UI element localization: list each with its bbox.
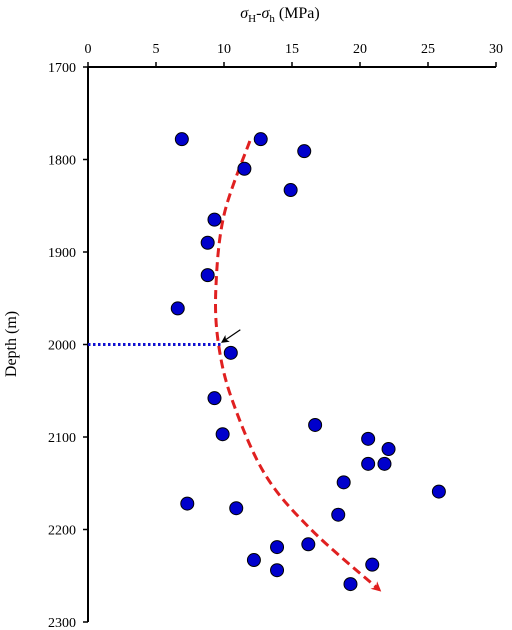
data-point [237,161,252,176]
x-tick-label: 10 [217,42,231,57]
trend-curve-group [213,140,382,592]
data-point [308,417,323,432]
data-points-group [170,132,446,592]
data-point [253,132,268,147]
y-tick-label: 1700 [48,61,76,76]
data-point [381,442,396,457]
data-point [200,235,215,250]
data-point [207,212,222,227]
x-tick-label: 0 [85,42,92,57]
data-point [297,144,312,159]
trend-curve-line [213,140,382,592]
annotation-group [220,329,241,343]
x-tick-label: 30 [489,42,503,57]
x-axis-title-symbol-1: σ [240,5,249,22]
data-point [180,496,195,511]
data-point [246,553,261,568]
data-point [361,431,376,446]
y-tick-label: 2100 [48,431,76,446]
y-tick-label: 2300 [48,616,76,630]
x-axis-title-dash: - [256,5,261,22]
data-point [174,132,189,147]
data-point [301,537,316,552]
data-point [283,183,298,198]
data-point [207,391,222,406]
data-point [170,301,185,316]
x-tick-label: 15 [285,42,299,57]
x-axis-title-subscript-1: H [248,13,256,25]
y-axis-title: Depth (m) [3,311,20,377]
x-axis-title: σH-σh (MPa) [240,5,319,25]
x-tick-label: 20 [353,42,367,57]
annotation-arrow [220,329,241,343]
x-axis-title-symbol-2: σ [261,5,270,22]
data-point [331,507,346,522]
data-point [377,456,392,471]
data-point [365,557,380,572]
data-point [270,540,285,555]
data-point [215,427,230,442]
data-point [336,475,351,490]
data-point [270,563,285,578]
data-point [343,577,358,592]
y-tick-label: 2000 [48,339,76,354]
x-axis-title-subscript-2: h [269,13,275,25]
data-point [229,501,244,516]
x-axis-title-unit: (MPa) [275,5,320,22]
x-tick-label: 25 [421,42,435,57]
data-point [431,484,446,499]
ticks-group: 0 5 10 15 20 25 30 1700 1800 1900 2000 2100 2200 2300 [48,42,503,630]
y-tick-label: 2200 [48,524,76,539]
data-point [223,345,238,360]
data-point [200,268,215,283]
x-tick-label: 5 [153,42,160,57]
data-point [361,456,376,471]
y-tick-label: 1900 [48,246,76,261]
y-tick-label: 1800 [48,154,76,169]
